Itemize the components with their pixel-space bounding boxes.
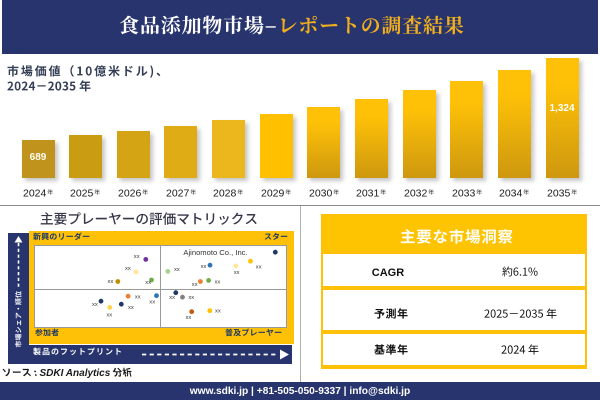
svg-text:xx: xx: [215, 309, 221, 315]
svg-text:xx: xx: [233, 270, 239, 276]
svg-text:2027: 2027: [166, 188, 190, 200]
svg-text:xx: xx: [185, 315, 191, 321]
svg-text:xx: xx: [92, 302, 98, 308]
svg-text:2030: 2030: [309, 188, 333, 200]
svg-text:SDKI Analytics: SDKI Analytics: [40, 367, 111, 378]
svg-text:Ajinomoto Co., Inc.: Ajinomoto Co., Inc.: [183, 248, 247, 257]
svg-text:xx: xx: [200, 264, 206, 270]
svg-text:xx: xx: [134, 295, 140, 301]
svg-text:xx: xx: [128, 305, 134, 311]
svg-text:xx: xx: [188, 295, 194, 301]
svg-text:xx: xx: [133, 254, 139, 260]
svg-text:2026: 2026: [118, 188, 142, 200]
svg-text:2025: 2025: [70, 188, 94, 200]
svg-text:xx: xx: [214, 280, 220, 286]
svg-text:xx: xx: [125, 266, 131, 272]
svg-text:xx: xx: [174, 267, 180, 273]
svg-text:2033: 2033: [452, 188, 476, 200]
svg-text:xx: xx: [169, 295, 175, 301]
svg-text:xx: xx: [107, 279, 113, 285]
svg-text:2032: 2032: [404, 188, 428, 200]
svg-text:xx: xx: [145, 280, 151, 286]
svg-text:2029: 2029: [261, 188, 285, 200]
svg-text:xx: xx: [255, 265, 261, 271]
svg-text:2028: 2028: [213, 188, 237, 200]
svg-text:2024: 2024: [23, 188, 47, 200]
svg-text:2035: 2035: [547, 188, 571, 200]
svg-text:xx: xx: [106, 313, 112, 319]
svg-text:2031: 2031: [356, 188, 380, 200]
svg-text:xx: xx: [191, 282, 197, 288]
svg-text:xx: xx: [149, 300, 155, 306]
svg-text:2034: 2034: [499, 188, 523, 200]
